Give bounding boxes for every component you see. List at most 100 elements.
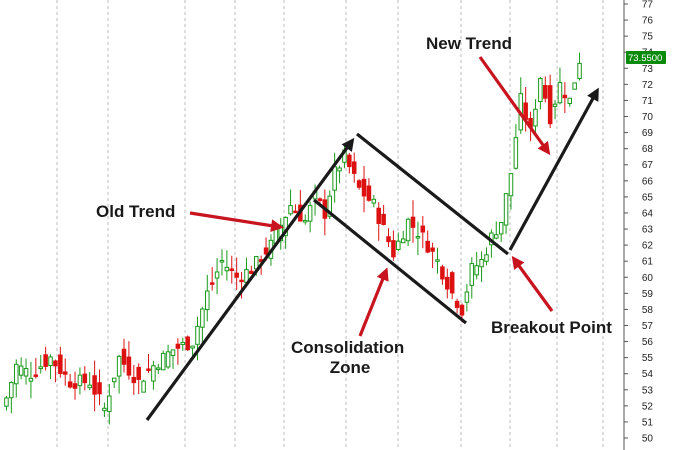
candle-up xyxy=(156,367,161,370)
candle-down xyxy=(229,268,235,271)
candle-down xyxy=(440,266,445,280)
candle-down xyxy=(209,282,215,285)
candle-up xyxy=(4,397,9,407)
candle-down xyxy=(386,236,391,243)
y-tick-label: 64 xyxy=(642,208,654,219)
candle-up xyxy=(538,78,543,103)
candle-down xyxy=(249,270,254,275)
candle-up xyxy=(288,205,293,215)
candle-down xyxy=(430,247,435,252)
y-tick-label: 63 xyxy=(642,225,654,236)
candle-up xyxy=(337,167,342,172)
candle-down xyxy=(445,276,450,290)
candle-up xyxy=(141,380,146,393)
candle-up xyxy=(77,374,83,387)
candle-down xyxy=(62,371,68,375)
candle-down xyxy=(376,207,381,224)
last-price-tag-label: 73.5500 xyxy=(628,53,662,64)
candle-down xyxy=(239,279,244,283)
candle-up xyxy=(405,218,411,242)
y-tick-label: 50 xyxy=(642,434,654,445)
trend-lines xyxy=(145,87,599,421)
candle-down xyxy=(33,374,39,377)
candle-up xyxy=(498,221,504,235)
candle-down xyxy=(351,161,357,174)
annotation-breakout-point: Breakout Point xyxy=(491,318,612,337)
candle-down xyxy=(92,375,97,395)
candle-up xyxy=(307,205,313,222)
candle-up xyxy=(116,355,122,377)
candle-down xyxy=(97,382,102,395)
y-tick-label: 51 xyxy=(642,417,654,428)
candle-up xyxy=(484,254,489,262)
y-axis: 50 51 52 53 54 55 56 57 58 59 60 61 62 63 64 65 66 67 68 69… xyxy=(624,0,653,445)
candle-up xyxy=(205,290,210,310)
candle-down xyxy=(361,178,367,197)
candle-up xyxy=(332,166,337,191)
candle-down xyxy=(53,360,58,367)
candle-down xyxy=(185,336,190,351)
candle-up xyxy=(577,62,582,79)
candle-up xyxy=(464,291,470,303)
candle-up xyxy=(513,137,519,169)
candle-up xyxy=(400,238,406,244)
y-tick-label: 69 xyxy=(642,128,654,139)
y-tick-label: 53 xyxy=(642,385,654,396)
candle-up xyxy=(219,260,225,263)
y-tick-label: 52 xyxy=(642,401,654,412)
candle-down xyxy=(136,366,141,380)
channel-lower-line xyxy=(312,198,468,325)
y-tick-label: 72 xyxy=(642,80,654,91)
y-tick-label: 66 xyxy=(642,176,654,187)
candle-down xyxy=(347,154,352,168)
candle-down xyxy=(82,373,88,384)
channel-upper-line xyxy=(356,132,509,256)
candle-up xyxy=(371,198,377,204)
arrow-breakout-point xyxy=(511,255,554,312)
candle-up xyxy=(111,377,117,383)
candle-down xyxy=(67,381,73,388)
candle-up xyxy=(18,365,24,376)
candle-down xyxy=(425,240,430,253)
annotation-consolidation-line2: Zone xyxy=(330,358,371,377)
y-tick-label: 77 xyxy=(642,0,654,11)
candle-down xyxy=(58,354,63,374)
candle-down xyxy=(72,383,78,389)
y-tick-label: 59 xyxy=(642,289,654,300)
candle-up xyxy=(552,103,558,107)
candle-up xyxy=(195,325,200,345)
candle-down xyxy=(449,272,455,294)
arrow-consolidation-zone xyxy=(358,267,389,337)
candle-up xyxy=(415,236,421,239)
candle-up xyxy=(38,366,44,370)
candle-up xyxy=(533,108,538,127)
candle-down xyxy=(146,368,151,371)
y-tick-label: 68 xyxy=(642,144,654,155)
candle-up xyxy=(160,352,166,371)
candle-up xyxy=(494,234,499,239)
candle-down xyxy=(293,210,298,214)
candle-up xyxy=(469,263,475,286)
candle-up xyxy=(48,356,53,366)
new-trend-line xyxy=(508,87,599,251)
candle-down xyxy=(420,225,426,233)
candle-up xyxy=(165,351,171,368)
candle-down xyxy=(43,354,48,367)
candle-up xyxy=(435,259,440,262)
last-price-tag: 73.5500 xyxy=(626,51,666,64)
candle-down xyxy=(356,180,362,188)
old-trend-line xyxy=(145,137,355,421)
candle-down xyxy=(542,85,548,99)
y-tick-label: 54 xyxy=(642,369,654,380)
candle-up xyxy=(479,259,484,268)
candle-up xyxy=(170,349,176,357)
candle-up xyxy=(327,195,333,217)
candle-up xyxy=(151,365,156,382)
candle-down xyxy=(381,213,386,225)
candle-up xyxy=(503,193,509,226)
candle-down xyxy=(391,240,396,258)
y-tick-label: 61 xyxy=(642,257,654,268)
candle-down xyxy=(126,356,132,376)
candle-up xyxy=(474,265,479,276)
